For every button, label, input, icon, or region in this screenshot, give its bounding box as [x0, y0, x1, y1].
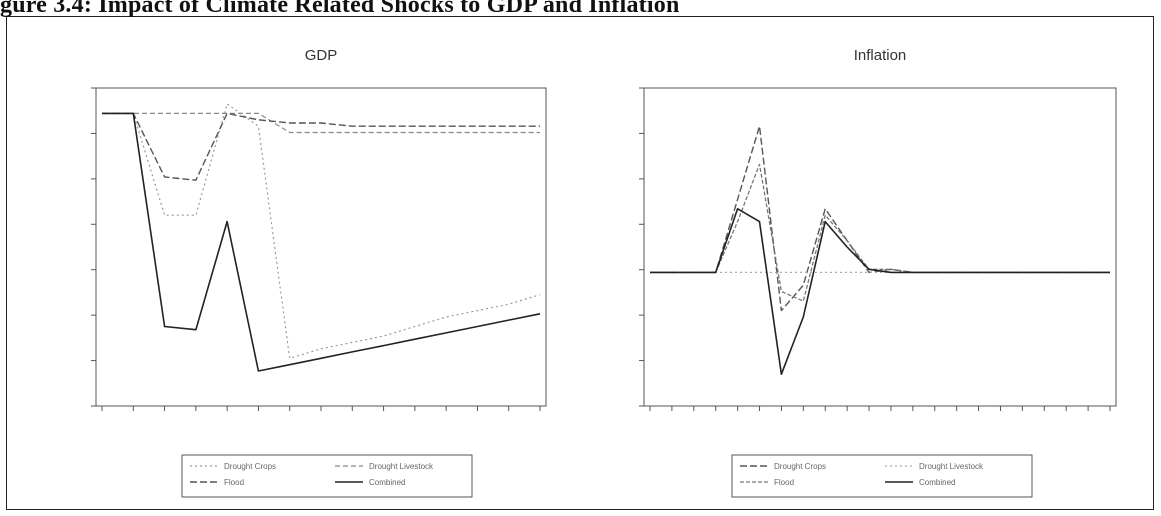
gdp-legend-label-1: Drought Crops	[224, 462, 276, 471]
inflation-legend-entries: Drought Crops Drought Livestock Flood Combi…	[740, 462, 984, 487]
gdp-panel: GDP Drought Crops Drought Livestock Flood C…	[91, 47, 547, 498]
inflation-legend-label-2: Drought Livestock	[919, 462, 984, 471]
gdp-legend-label-4: Combined	[369, 478, 405, 487]
gdp-legend-label-2: Drought Livestock	[369, 462, 434, 471]
inflation-legend-label-1: Drought Crops	[774, 462, 826, 471]
inflation-panel: Inflation Drought Crops Drought Livestock…	[639, 47, 1117, 498]
inflation-legend-label-3: Flood	[774, 478, 794, 487]
figure-frame	[6, 16, 1154, 510]
gdp-series-line-3	[102, 112, 540, 181]
inflation-legend: Drought Crops Drought Livestock Flood Combi…	[731, 454, 1033, 498]
inflation-series	[650, 125, 1110, 376]
figure-title: gure 3.4: Impact of Climate Related Shoc…	[0, 0, 680, 18]
inflation-series-line-1	[650, 125, 1110, 312]
gdp-series	[102, 103, 541, 372]
inflation-series-line-3	[650, 163, 1110, 302]
inflation-title: Inflation	[854, 47, 907, 64]
inflation-legend-box	[731, 454, 1033, 498]
gdp-legend-box	[181, 454, 473, 498]
inflation-series-line-4	[650, 208, 1110, 376]
inflation-legend-label-4: Combined	[919, 478, 955, 487]
gdp-legend-label-3: Flood	[224, 478, 244, 487]
gdp-series-line-2	[102, 112, 540, 134]
gdp-series-line-4	[102, 112, 541, 372]
gdp-series-line-1	[102, 103, 541, 359]
gdp-legend: Drought Crops Drought Livestock Flood Combi…	[181, 454, 473, 498]
inflation-plot-area	[643, 87, 1117, 407]
inflation-axis-ticks	[639, 87, 1111, 411]
gdp-title: GDP	[305, 47, 338, 64]
gdp-axis-ticks	[91, 87, 541, 411]
gdp-legend-entries: Drought Crops Drought Livestock Flood Combi…	[190, 462, 434, 487]
